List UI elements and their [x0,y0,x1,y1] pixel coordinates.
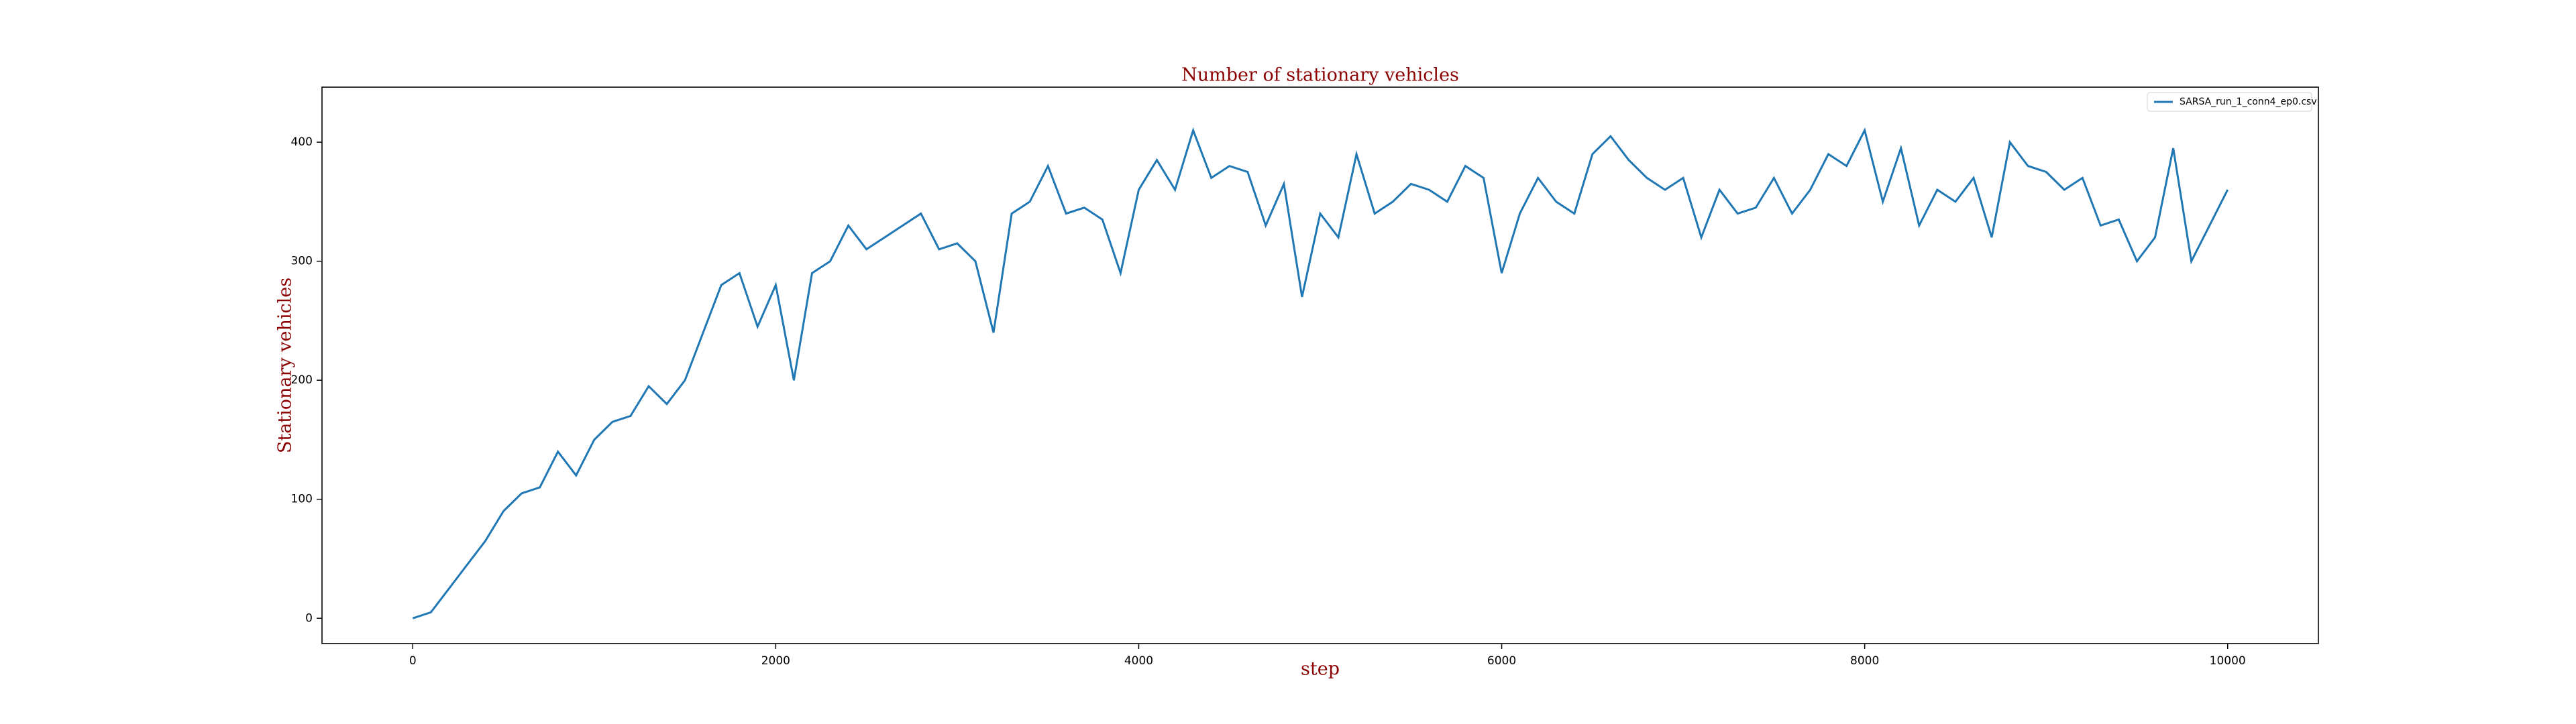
data-line [412,127,2229,619]
x-tick-label: 0 [409,654,417,668]
plot-frame [321,86,2319,644]
x-tick-label: 4000 [1124,654,1153,668]
legend-box [2147,92,2312,112]
x-tick-label: 8000 [1850,654,1879,668]
chart-title: Number of stationary vehicles [1181,65,1459,86]
x-tick-label: 2000 [761,654,790,668]
y-tick-label: 200 [291,373,313,387]
y-tick-label: 300 [291,255,313,268]
y-tick-label: 400 [291,135,313,149]
y-axis-label: Stationary vehicles [275,278,296,453]
x-axis-label: step [1301,659,1340,680]
y-tick-label: 100 [291,493,313,506]
x-tick-label: 6000 [1487,654,1516,668]
y-tick-label: 0 [305,611,313,625]
x-tick-label: 10000 [2210,654,2246,668]
legend-label: SARSA_run_1_conn4_ep0.csv [2180,97,2317,107]
